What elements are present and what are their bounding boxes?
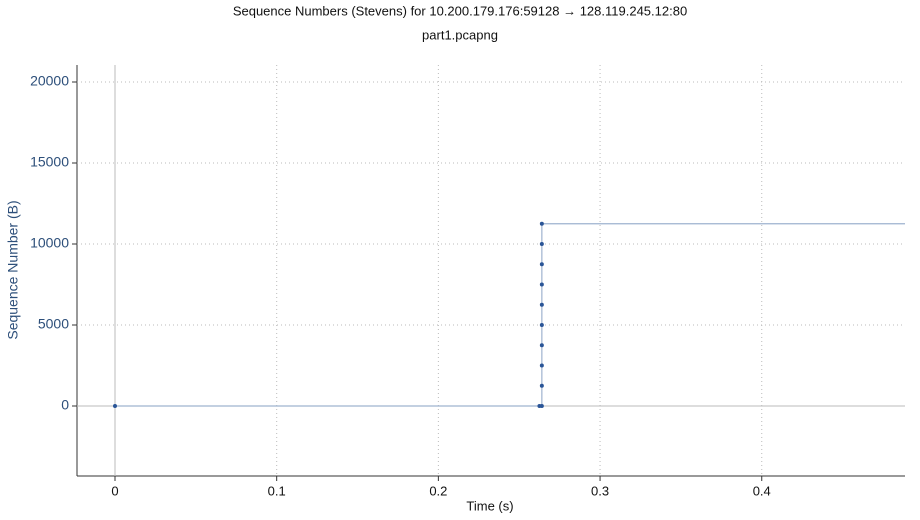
sequence-line: [114, 223, 905, 407]
y-tick-label: 15000: [30, 154, 69, 170]
x-tick-label: 0.3: [591, 483, 609, 498]
y-tick-label: 0: [61, 397, 69, 413]
segment-point: [539, 343, 544, 348]
y-tick-label: 20000: [30, 73, 69, 89]
segment-point: [539, 383, 544, 388]
x-tick-label: 0.1: [268, 483, 286, 498]
segment-point: [112, 403, 117, 408]
chart-subtitle: part1.pcapng: [422, 27, 498, 42]
segment-point: [539, 302, 544, 307]
x-tick-label: 0.4: [753, 483, 771, 498]
y-tick-label: 5000: [38, 316, 69, 332]
segment-point: [539, 262, 544, 267]
segment-point: [539, 221, 544, 226]
x-tick-label: 0.2: [429, 483, 447, 498]
x-axis-label: Time (s): [466, 498, 513, 513]
segment-point: [539, 241, 544, 246]
x-tick-label: 0: [111, 483, 118, 498]
chart-title: Sequence Numbers (Stevens) for 10.200.17…: [233, 3, 687, 18]
plot-area: [112, 221, 905, 408]
y-tick-label: 10000: [30, 235, 69, 251]
segment-point: [539, 403, 544, 408]
segment-point: [539, 363, 544, 368]
y-axis-label: Sequence Number (B): [5, 200, 21, 339]
segment-point: [539, 322, 544, 327]
segment-point: [539, 282, 544, 287]
